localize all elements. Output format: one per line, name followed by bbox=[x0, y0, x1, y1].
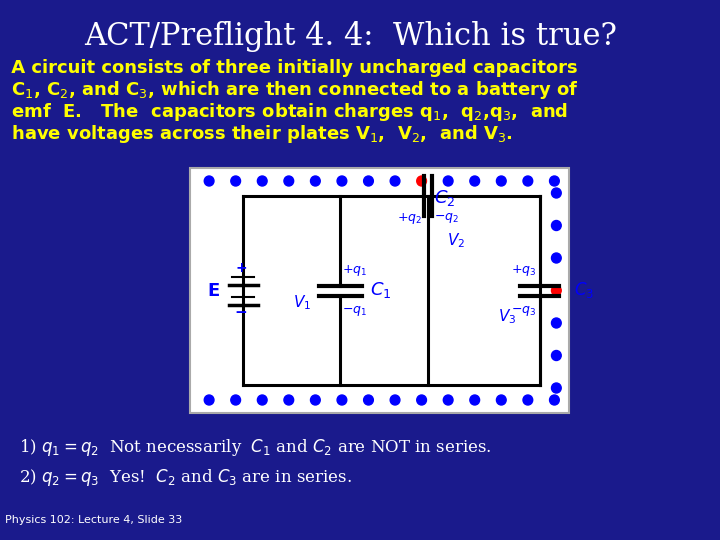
Circle shape bbox=[337, 395, 347, 405]
Circle shape bbox=[284, 395, 294, 405]
Circle shape bbox=[552, 188, 561, 198]
Text: E: E bbox=[207, 281, 220, 300]
Circle shape bbox=[204, 176, 214, 186]
Text: have voltages across their plates V$_1$,  V$_2$,  and V$_3$.: have voltages across their plates V$_1$,… bbox=[5, 123, 513, 145]
Text: $V_1$: $V_1$ bbox=[293, 293, 311, 312]
Circle shape bbox=[337, 176, 347, 186]
Circle shape bbox=[470, 176, 480, 186]
Circle shape bbox=[231, 395, 240, 405]
Circle shape bbox=[444, 176, 453, 186]
Circle shape bbox=[257, 176, 267, 186]
Text: Physics 102: Lecture 4, Slide 33: Physics 102: Lecture 4, Slide 33 bbox=[5, 515, 182, 525]
Text: $V_3$: $V_3$ bbox=[498, 307, 516, 326]
Circle shape bbox=[552, 350, 561, 361]
Text: $+q_3$: $+q_3$ bbox=[510, 262, 536, 278]
Text: C$_1$, C$_2$, and C$_3$, which are then connected to a battery of: C$_1$, C$_2$, and C$_3$, which are then … bbox=[5, 79, 579, 101]
Circle shape bbox=[204, 395, 214, 405]
Text: −: − bbox=[235, 305, 248, 320]
Text: $\mathit{C}_3$: $\mathit{C}_3$ bbox=[574, 280, 594, 300]
Circle shape bbox=[390, 176, 400, 186]
Circle shape bbox=[470, 395, 480, 405]
Text: ACT/Preflight 4. 4:  Which is true?: ACT/Preflight 4. 4: Which is true? bbox=[84, 21, 616, 51]
Circle shape bbox=[390, 395, 400, 405]
Circle shape bbox=[523, 395, 533, 405]
Circle shape bbox=[552, 383, 561, 393]
Circle shape bbox=[444, 395, 453, 405]
Circle shape bbox=[310, 395, 320, 405]
Circle shape bbox=[549, 176, 559, 186]
Text: emf  $\mathbf{E}$.   The  capacitors obtain charges q$_1$,  q$_2$,q$_3$,  and: emf $\mathbf{E}$. The capacitors obtain … bbox=[5, 101, 568, 123]
Text: 1) $q_1 = q_2$  Not necessarily  $C_1$ and $C_2$ are NOT in series.: 1) $q_1 = q_2$ Not necessarily $C_1$ and… bbox=[19, 437, 492, 458]
Circle shape bbox=[552, 253, 561, 263]
Text: $+q_2$: $+q_2$ bbox=[397, 211, 422, 226]
Circle shape bbox=[364, 176, 374, 186]
Text: $\mathit{C}_2$: $\mathit{C}_2$ bbox=[434, 188, 455, 208]
Text: $+q_1$: $+q_1$ bbox=[343, 262, 367, 278]
Circle shape bbox=[496, 176, 506, 186]
Circle shape bbox=[417, 176, 426, 186]
Circle shape bbox=[552, 286, 561, 295]
Circle shape bbox=[523, 176, 533, 186]
Text: $V_2$: $V_2$ bbox=[447, 232, 466, 251]
Text: $-q_3$: $-q_3$ bbox=[510, 303, 536, 318]
Text: $-q_2$: $-q_2$ bbox=[434, 211, 459, 225]
Circle shape bbox=[310, 176, 320, 186]
Text: $\mathit{C}_1$: $\mathit{C}_1$ bbox=[369, 280, 391, 300]
Circle shape bbox=[496, 395, 506, 405]
Circle shape bbox=[549, 395, 559, 405]
Text: +: + bbox=[235, 261, 247, 275]
Circle shape bbox=[417, 395, 426, 405]
Circle shape bbox=[552, 220, 561, 231]
Bar bbox=[189, 168, 569, 413]
Text: $-q_1$: $-q_1$ bbox=[343, 303, 367, 318]
Circle shape bbox=[231, 176, 240, 186]
Text: A circuit consists of three initially uncharged capacitors: A circuit consists of three initially un… bbox=[5, 59, 577, 77]
Circle shape bbox=[552, 318, 561, 328]
Circle shape bbox=[284, 176, 294, 186]
Circle shape bbox=[364, 395, 374, 405]
Circle shape bbox=[257, 395, 267, 405]
Text: 2) $q_2 = q_3$  Yes!  $C_2$ and $C_3$ are in series.: 2) $q_2 = q_3$ Yes! $C_2$ and $C_3$ are … bbox=[19, 468, 353, 489]
